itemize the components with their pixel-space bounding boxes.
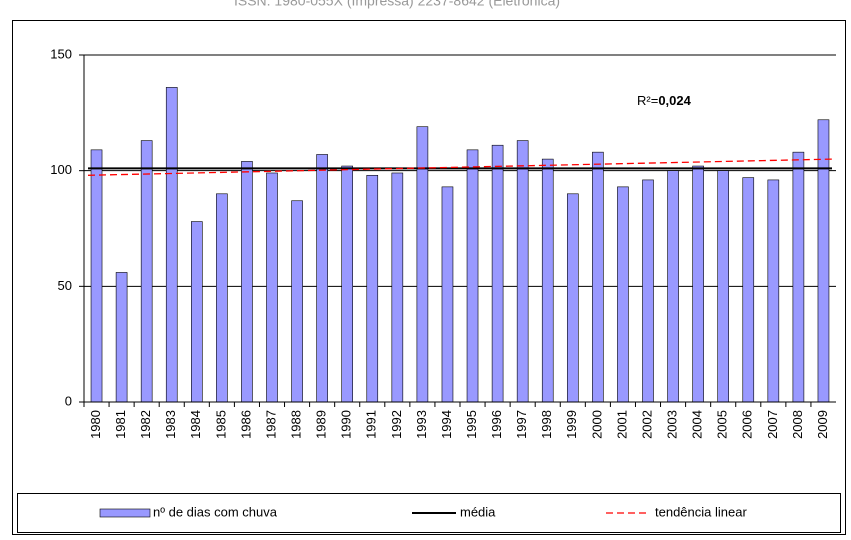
x-tick-label: 1997 (514, 410, 529, 439)
bar (90, 149, 103, 403)
legend-label: média (460, 504, 496, 519)
legend-box (17, 493, 841, 533)
x-tick-label: 2002 (639, 410, 654, 439)
x-tick-label: 1995 (464, 410, 479, 439)
x-tick-label: 1992 (389, 410, 404, 439)
bar (241, 161, 253, 403)
bar (817, 119, 830, 403)
bar (767, 179, 780, 403)
x-tick-label: 2000 (589, 410, 604, 439)
header: ISSN: 1980-055X (Impressa) 2237-8642 (El… (234, 0, 560, 9)
bar (541, 158, 554, 403)
bar (516, 140, 529, 403)
x-tick-label: 1980 (88, 410, 103, 439)
x-tick-label: 1993 (414, 410, 429, 439)
x-tick-label: 1991 (364, 410, 379, 439)
legend-label: nº de dias com chuva (153, 504, 278, 519)
bar (667, 170, 679, 403)
reference-line (87, 158, 833, 176)
bar (566, 193, 579, 403)
x-tick-label: 1982 (138, 410, 153, 439)
x-tick-label: 1981 (113, 410, 128, 439)
x-tick-label: 1994 (439, 410, 454, 439)
bar (391, 172, 404, 403)
bar (341, 165, 354, 403)
x-tick-label: 2009 (815, 410, 830, 439)
bar (140, 140, 153, 403)
bar (115, 272, 128, 403)
bar (717, 170, 730, 403)
bar (165, 87, 178, 403)
bar (316, 154, 328, 403)
x-tick-label: 2007 (765, 410, 780, 439)
bar (491, 144, 504, 403)
x-tick-label: 1984 (188, 410, 203, 439)
bar (692, 165, 704, 403)
x-tick-label: 1988 (289, 410, 304, 439)
legend-label: tendência linear (655, 504, 747, 519)
x-tick-label: 1996 (489, 410, 504, 439)
annotation-label: R²= (637, 93, 658, 108)
y-tick-label: 50 (58, 278, 72, 293)
x-tick-label: 2006 (740, 410, 755, 439)
chart-frame (12, 20, 846, 535)
x-tick-label: 2005 (715, 410, 730, 439)
x-tick-label: 1987 (263, 410, 278, 439)
x-tick-label: 1989 (314, 410, 329, 439)
annotation: R²=0,024 (637, 93, 692, 108)
bar (266, 172, 278, 403)
x-tick-label: 1985 (213, 410, 228, 439)
x-tick-label: 2001 (614, 410, 629, 439)
x-tick-label: 1983 (163, 410, 178, 439)
y-tick-label: 0 (65, 393, 72, 408)
x-tick-label: 1999 (564, 410, 579, 439)
x-tick-label: 1990 (339, 410, 354, 439)
y-tick-label: 100 (50, 162, 72, 177)
bar (441, 186, 454, 403)
y-tick-label: 150 (50, 46, 72, 61)
bar (642, 179, 654, 403)
x-tick-label: 1986 (238, 410, 253, 439)
x-tick-label: 2003 (665, 410, 680, 439)
bar (792, 151, 805, 403)
x-tick-label: 2008 (790, 410, 805, 439)
annotation-value: 0,024 (658, 93, 691, 108)
bar (742, 177, 755, 403)
legend-swatch (99, 508, 151, 518)
bar (291, 200, 303, 403)
bar (216, 193, 228, 403)
bar (191, 221, 203, 403)
bar (466, 149, 479, 403)
x-tick-label: 2004 (690, 410, 705, 439)
x-tick-label: 1998 (539, 410, 554, 439)
bar (617, 186, 629, 403)
bar (366, 174, 379, 403)
bar (592, 151, 604, 403)
